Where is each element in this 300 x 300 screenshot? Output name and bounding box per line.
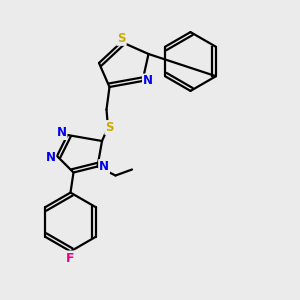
Text: N: N: [45, 151, 56, 164]
Text: S: S: [105, 121, 114, 134]
Text: N: N: [99, 160, 109, 173]
Text: N: N: [56, 126, 67, 139]
Text: N: N: [143, 74, 153, 88]
Text: S: S: [117, 32, 126, 45]
Text: F: F: [66, 251, 75, 265]
